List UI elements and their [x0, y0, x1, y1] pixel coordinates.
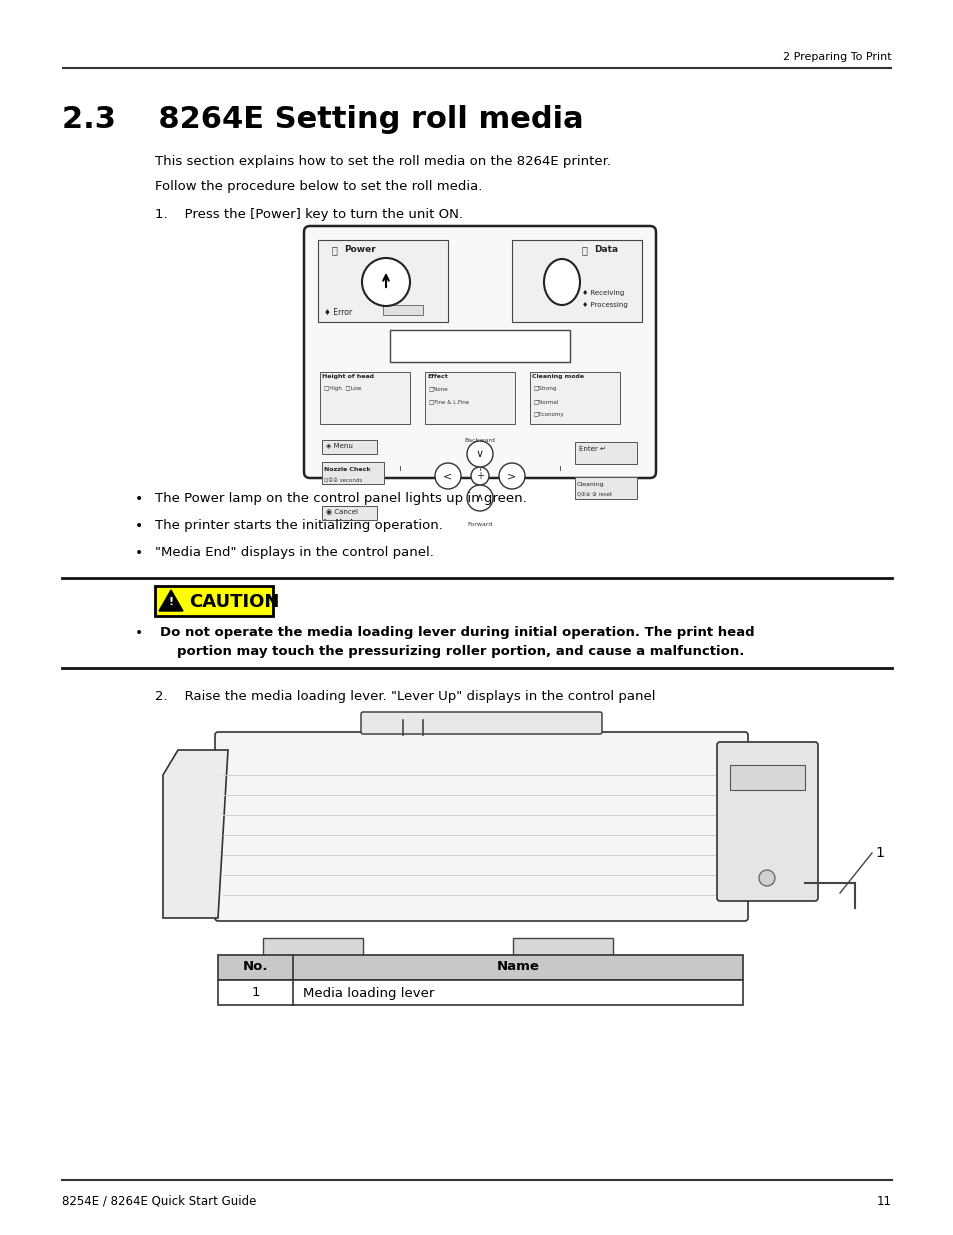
Text: □Fine & L.Fine: □Fine & L.Fine — [429, 399, 469, 404]
Text: Follow the procedure below to set the roll media.: Follow the procedure below to set the ro… — [154, 180, 482, 193]
Text: ∨: ∨ — [476, 450, 483, 459]
FancyBboxPatch shape — [214, 732, 747, 921]
Text: Enter ↵: Enter ↵ — [578, 446, 605, 452]
Text: •: • — [135, 546, 143, 559]
Bar — [575, 442, 637, 464]
Text: +: + — [476, 471, 483, 480]
Bar — [424, 372, 515, 424]
Circle shape — [498, 463, 524, 489]
Text: 1: 1 — [874, 846, 882, 860]
Text: Data: Data — [594, 245, 618, 254]
Bar — [322, 462, 384, 484]
Text: portion may touch the pressurizing roller portion, and cause a malfunction.: portion may touch the pressurizing rolle… — [177, 645, 743, 658]
Circle shape — [759, 869, 774, 885]
Text: ◈ Menu: ◈ Menu — [326, 442, 353, 448]
Bar — [390, 330, 569, 362]
Bar — [154, 585, 273, 616]
FancyBboxPatch shape — [717, 742, 817, 902]
Text: •: • — [135, 626, 143, 640]
Circle shape — [467, 441, 493, 467]
Text: □High  □Low: □High □Low — [324, 387, 361, 391]
Bar — [530, 372, 619, 424]
Bar — [512, 240, 641, 322]
Text: Name: Name — [497, 961, 538, 973]
Text: "Media End" displays in the control panel.: "Media End" displays in the control pane… — [154, 546, 434, 559]
Text: Nozzle Check: Nozzle Check — [324, 467, 370, 472]
Text: ⏻: ⏻ — [581, 245, 587, 254]
Text: This section explains how to set the roll media on the 8264E printer.: This section explains how to set the rol… — [154, 156, 610, 168]
Text: 1.    Press the [Power] key to turn the unit ON.: 1. Press the [Power] key to turn the uni… — [154, 207, 462, 221]
Text: □Normal: □Normal — [534, 399, 558, 404]
Bar — [317, 240, 448, 322]
Text: Do not operate the media loading lever during initial operation. The print head: Do not operate the media loading lever d… — [160, 626, 754, 638]
Text: !: ! — [169, 597, 173, 606]
Bar — [218, 981, 742, 1005]
Text: Cleaning mode: Cleaning mode — [532, 374, 583, 379]
Text: □Strong: □Strong — [534, 387, 557, 391]
Text: □None: □None — [429, 387, 448, 391]
Text: No.: No. — [242, 961, 268, 973]
Text: •: • — [135, 492, 143, 506]
Text: Height of head: Height of head — [322, 374, 374, 379]
FancyBboxPatch shape — [360, 713, 601, 734]
Text: Forward: Forward — [467, 522, 492, 527]
Text: 2 Preparing To Print: 2 Preparing To Print — [782, 52, 891, 62]
Text: <: < — [443, 471, 452, 480]
Circle shape — [471, 467, 489, 485]
Text: •: • — [135, 519, 143, 534]
Text: ♦ Receiving: ♦ Receiving — [581, 290, 623, 296]
Text: ♦ Error: ♦ Error — [324, 308, 352, 317]
Ellipse shape — [543, 259, 579, 305]
Polygon shape — [163, 750, 228, 918]
FancyBboxPatch shape — [304, 226, 656, 478]
Text: ∧: ∧ — [476, 493, 483, 503]
Text: >: > — [507, 471, 517, 480]
Text: Q①② seconds: Q①② seconds — [324, 478, 362, 483]
Text: 2.3    8264E Setting roll media: 2.3 8264E Setting roll media — [62, 105, 583, 135]
Text: Media loading lever: Media loading lever — [303, 987, 434, 999]
Text: Cleaning: Cleaning — [577, 482, 604, 487]
Text: ⏻: ⏻ — [332, 245, 337, 254]
Polygon shape — [159, 590, 183, 611]
Circle shape — [435, 463, 460, 489]
Text: CAUTION: CAUTION — [189, 593, 279, 611]
Text: 2.    Raise the media loading lever. "Lever Up" displays in the control panel: 2. Raise the media loading lever. "Lever… — [154, 690, 655, 703]
Bar — [575, 477, 637, 499]
Text: 8254E / 8264E Quick Start Guide: 8254E / 8264E Quick Start Guide — [62, 1195, 256, 1208]
Text: Effect: Effect — [427, 374, 447, 379]
Bar — [513, 939, 613, 956]
Circle shape — [467, 485, 493, 511]
Text: 1: 1 — [251, 987, 259, 999]
Text: 11: 11 — [876, 1195, 891, 1208]
Bar — [263, 939, 363, 956]
Circle shape — [361, 258, 410, 306]
Text: Q①② ③ reset: Q①② ③ reset — [577, 492, 612, 496]
Text: ◉ Cancel: ◉ Cancel — [326, 508, 357, 514]
Bar — [322, 440, 376, 454]
Bar — [729, 764, 804, 790]
Text: The printer starts the initializing operation.: The printer starts the initializing oper… — [154, 519, 442, 532]
Text: ♦ Processing: ♦ Processing — [581, 303, 627, 308]
Bar — [319, 372, 410, 424]
Bar — [382, 305, 422, 315]
Text: Power: Power — [344, 245, 375, 254]
Text: Backward: Backward — [464, 438, 495, 443]
Bar — [322, 506, 376, 520]
Text: The Power lamp on the control panel lights up in green.: The Power lamp on the control panel ligh… — [154, 492, 526, 505]
Text: □Economy: □Economy — [534, 412, 564, 417]
Bar — [218, 955, 742, 981]
